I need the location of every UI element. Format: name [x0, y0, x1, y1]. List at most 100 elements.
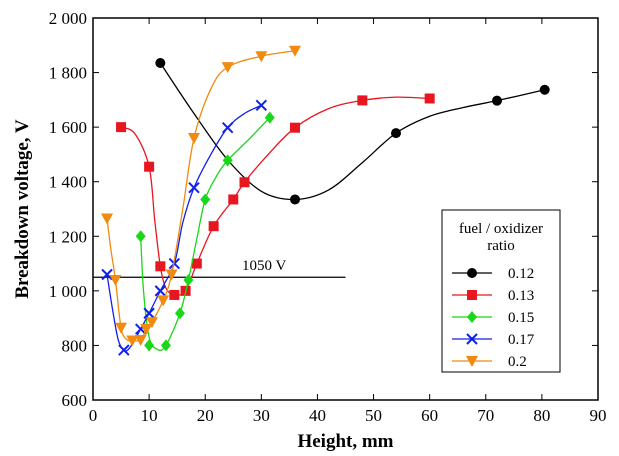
legend-marker — [467, 311, 477, 323]
data-point — [157, 295, 170, 307]
legend-box — [441, 209, 561, 373]
marker-stroke — [168, 257, 181, 270]
data-point — [101, 213, 114, 225]
data-point — [144, 161, 155, 172]
series-0.15 — [135, 111, 275, 352]
marker-stroke — [466, 333, 478, 345]
y-axis-title: Breakdown voltage, V — [12, 119, 33, 299]
x-tick-label: 40 — [309, 406, 326, 425]
series-line — [120, 96, 430, 296]
x-tick-label: 0 — [89, 406, 98, 425]
data-point — [155, 261, 166, 272]
data-point — [165, 269, 178, 281]
x-tick-label: 50 — [365, 406, 382, 425]
marker-stroke — [221, 121, 234, 134]
plot-frame — [92, 17, 599, 401]
data-point — [255, 99, 268, 112]
legend-marker — [467, 290, 477, 300]
y-tick-label: 1 400 — [49, 173, 87, 192]
legend-label: 0.12 — [508, 266, 534, 282]
marker-stroke — [101, 268, 113, 281]
data-point — [188, 133, 200, 145]
data-point — [174, 307, 185, 320]
data-point — [109, 274, 122, 286]
legend-title-line-2: ratio — [487, 238, 515, 254]
data-point — [143, 307, 155, 319]
data-point — [135, 230, 146, 243]
data-point — [264, 111, 275, 124]
x-tick-label: 30 — [253, 406, 270, 425]
series-0.17 — [101, 99, 268, 356]
legend: fuel / oxidizer ratio 0.120.130.150.170.… — [441, 209, 561, 373]
series-line — [159, 62, 545, 201]
legend-marker — [466, 333, 478, 345]
y-tick-label: 1 000 — [49, 282, 87, 301]
legend-label: 0.2 — [508, 354, 527, 370]
data-point — [255, 51, 268, 63]
marker-stroke — [118, 344, 130, 356]
marker-stroke — [154, 285, 167, 297]
legend-marker — [467, 268, 477, 278]
data-point — [144, 339, 155, 352]
data-point — [168, 257, 181, 270]
data-point — [492, 95, 502, 106]
x-tick-label: 20 — [197, 406, 214, 425]
legend-entry-0.17: 0.17 — [452, 332, 535, 348]
legend-entries: 0.12 0.13 0.15 0.17 0.2 — [452, 266, 535, 370]
y-tick-label: 1 600 — [49, 118, 87, 137]
reference-line-label: 1050 V — [242, 258, 286, 274]
marker-stroke — [143, 307, 155, 319]
data-point — [290, 122, 300, 133]
legend-entry-0.13: 0.13 — [452, 288, 534, 304]
marker-stroke — [188, 182, 200, 194]
data-point — [239, 177, 250, 188]
data-point — [424, 93, 435, 104]
data-point — [188, 182, 200, 194]
legend-label: 0.17 — [508, 332, 535, 348]
data-point — [289, 45, 301, 57]
axis-ticks — [92, 17, 599, 401]
legend-label: 0.15 — [508, 310, 534, 326]
data-point — [116, 122, 127, 133]
data-point — [357, 95, 368, 106]
data-point — [126, 335, 139, 347]
data-point — [191, 258, 202, 269]
data-point — [290, 194, 300, 205]
legend-marker — [466, 356, 478, 367]
data-point — [160, 339, 171, 352]
data-point — [169, 289, 180, 300]
legend-label: 0.13 — [508, 288, 534, 304]
legend-title-line-1: fuel / oxidizer — [459, 221, 543, 237]
data-point — [118, 344, 130, 356]
x-tick-label: 80 — [533, 406, 550, 425]
data-point — [221, 62, 234, 74]
data-point — [101, 268, 113, 281]
data-point — [221, 121, 234, 134]
x-tick-label: 70 — [477, 406, 494, 425]
y-tick-label: 1 200 — [49, 227, 87, 246]
series-group — [101, 45, 550, 356]
x-tick-label: 60 — [421, 406, 438, 425]
y-tick-label: 600 — [62, 391, 88, 410]
y-tick-label: 1 800 — [49, 64, 87, 83]
data-point — [200, 193, 211, 206]
data-point — [208, 221, 219, 232]
data-point — [222, 154, 233, 167]
series-line — [106, 50, 296, 342]
x-axis-title: Height, mm — [297, 431, 393, 452]
data-point — [154, 285, 167, 297]
data-point — [155, 58, 166, 69]
data-point — [183, 273, 194, 286]
series-0.12 — [155, 58, 550, 205]
y-tick-label: 800 — [62, 336, 88, 355]
legend-entry-0.15: 0.15 — [452, 310, 534, 326]
x-tick-label: 10 — [141, 406, 158, 425]
data-point — [145, 317, 158, 329]
marker-stroke — [255, 99, 268, 112]
data-point — [539, 84, 550, 95]
series-line — [140, 117, 271, 352]
x-tick-label: 90 — [590, 406, 607, 425]
data-point — [115, 322, 128, 334]
legend-entry-0.2: 0.2 — [452, 354, 527, 370]
